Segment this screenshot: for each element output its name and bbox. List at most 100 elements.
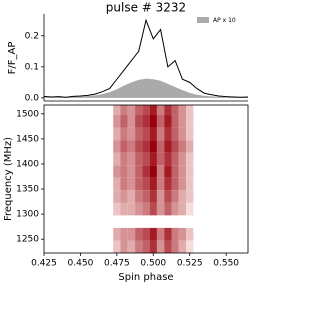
y-tick-label: 1300 xyxy=(16,210,39,220)
x-tick-label: 0.475 xyxy=(104,259,130,269)
heatmap-cell xyxy=(164,152,172,166)
heatmap-cell xyxy=(113,140,121,153)
heatmap-cell xyxy=(127,127,136,141)
heatmap-cell xyxy=(164,202,172,216)
chart-title: pulse # 3232 xyxy=(106,1,186,15)
heatmap xyxy=(113,105,194,253)
heatmap-cell xyxy=(186,105,194,116)
heatmap-cell xyxy=(186,227,194,241)
heatmap-cell xyxy=(120,115,128,128)
heatmap-cell xyxy=(156,177,165,191)
heatmap-cell xyxy=(171,105,179,116)
heatmap-cell xyxy=(120,152,128,166)
heatmap-cell xyxy=(171,227,179,241)
heatmap-cell xyxy=(135,115,143,128)
heatmap-cell xyxy=(113,152,121,166)
heatmap-cell xyxy=(142,140,150,153)
heatmap-cell xyxy=(149,202,157,216)
heatmap-cell xyxy=(186,177,194,191)
heatmap-cell xyxy=(127,202,136,216)
heatmap-cell xyxy=(171,140,179,153)
heatmap-cell xyxy=(178,240,187,253)
heatmap-cell xyxy=(186,240,194,253)
heatmap-cell xyxy=(127,227,136,241)
heatmap-cell xyxy=(127,115,136,128)
heatmap-cell xyxy=(156,165,165,178)
heatmap-cell xyxy=(135,240,143,253)
heatmap-cell xyxy=(120,127,128,141)
heatmap-cell xyxy=(149,190,157,203)
heatmap-cell xyxy=(142,177,150,191)
heatmap-cell xyxy=(120,240,128,253)
heatmap-cell xyxy=(142,240,150,253)
heatmap-cell xyxy=(149,152,157,166)
chart: pulse # 3232 F/F_AP Frequency (MHz) Spin… xyxy=(3,1,249,283)
heatmap-cell xyxy=(142,127,150,141)
heatmap-cell xyxy=(171,240,179,253)
heatmap-cell xyxy=(113,240,121,253)
heatmap-cell xyxy=(113,202,121,216)
y-tick-label: 1400 xyxy=(16,159,39,169)
heatmap-cell xyxy=(113,227,121,241)
heatmap-cell xyxy=(142,115,150,128)
heatmap-cell xyxy=(171,152,179,166)
heatmap-cell xyxy=(156,105,165,116)
heatmap-cell xyxy=(156,227,165,241)
heatmap-cell xyxy=(142,227,150,241)
y-tick-label: 1250 xyxy=(16,235,39,245)
y-tick-label: 1500 xyxy=(16,109,39,119)
area xyxy=(44,78,248,98)
heatmap-cell xyxy=(178,127,187,141)
heatmap-cell xyxy=(171,115,179,128)
plot-frame xyxy=(43,104,249,254)
heatmap-cell xyxy=(156,152,165,166)
heatmap-cell xyxy=(164,127,172,141)
heatmap-cell xyxy=(113,115,121,128)
heatmap-cell xyxy=(156,190,165,203)
heatmap-cell xyxy=(149,227,157,241)
heatmap-cell xyxy=(178,227,187,241)
x-tick-label: 0.550 xyxy=(213,259,239,269)
heatmap-cell xyxy=(178,140,187,153)
line xyxy=(43,18,249,98)
heatmap-cell xyxy=(135,140,143,153)
heatmap-cell xyxy=(171,190,179,203)
legend-swatch xyxy=(197,17,209,23)
legend-label: AP x 10 xyxy=(213,17,236,24)
heatmap-cell xyxy=(171,177,179,191)
y-tick-label: 1350 xyxy=(16,185,39,195)
heatmap-cell xyxy=(164,115,172,128)
heatmap-cell xyxy=(164,177,172,191)
heatmap-cell xyxy=(142,165,150,178)
heatmap-cell xyxy=(186,115,194,128)
y-axis-label: Frequency (MHz) xyxy=(3,137,14,221)
heatmap-cell xyxy=(120,105,128,116)
heatmap-cell xyxy=(186,127,194,141)
heatmap-cell xyxy=(142,202,150,216)
heatmap-cell xyxy=(186,202,194,216)
heatmap-cell xyxy=(127,177,136,191)
heatmap-cell xyxy=(127,105,136,116)
heatmap-cell xyxy=(142,190,150,203)
heatmap-cell xyxy=(113,127,121,141)
heatmap-cell xyxy=(156,202,165,216)
heatmap-cell xyxy=(164,227,172,241)
heatmap-cell xyxy=(149,165,157,178)
y-tick-label: 0.0 xyxy=(25,93,40,103)
heatmap-cell xyxy=(149,127,157,141)
y-axis-label: F/F_AP xyxy=(7,42,18,75)
heatmap-cell xyxy=(127,165,136,178)
heatmap-cell xyxy=(113,190,121,203)
heatmap-cell xyxy=(156,127,165,141)
heatmap-cell xyxy=(127,152,136,166)
heatmap-cell xyxy=(186,152,194,166)
x-tick-label: 0.525 xyxy=(177,259,203,269)
heatmap-cell xyxy=(178,190,187,203)
heatmap-cell xyxy=(135,152,143,166)
heatmap-cell xyxy=(164,190,172,203)
heatmap-cell xyxy=(149,177,157,191)
heatmap-cell xyxy=(178,165,187,178)
heatmap-cell xyxy=(156,115,165,128)
heatmap-cell xyxy=(120,227,128,241)
heatmap-cell xyxy=(120,202,128,216)
